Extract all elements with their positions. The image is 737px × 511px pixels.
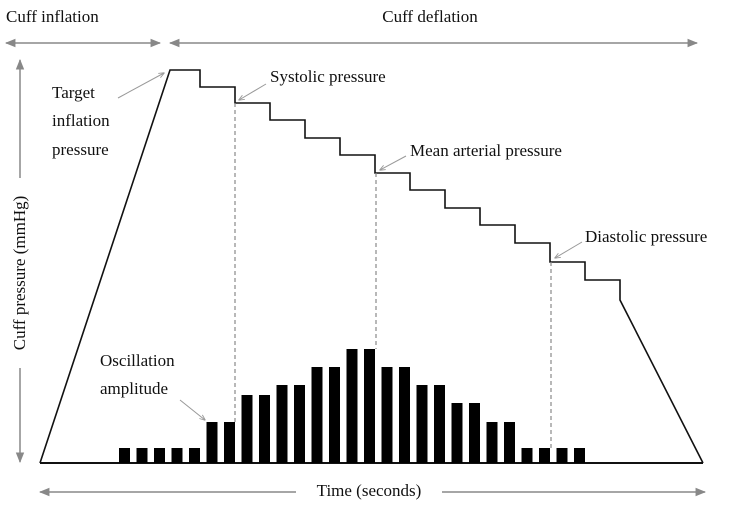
oscillation-bar — [189, 448, 200, 463]
oscillation-bar — [434, 385, 445, 463]
oscillation-label: amplitude — [100, 379, 168, 398]
oscillation-bar — [469, 403, 480, 463]
oscillation-bar — [451, 403, 463, 463]
oscillation-label: Oscillation — [100, 351, 175, 370]
oscillation-bar — [154, 448, 165, 463]
oscillation-bars — [119, 349, 585, 463]
oscillation-bar — [119, 448, 130, 463]
oscillation-bar — [504, 422, 515, 463]
oscillation-bar — [329, 367, 340, 463]
systolic-label: Systolic pressure — [270, 67, 386, 86]
oscillation-bar — [486, 422, 498, 463]
oscillation-bar — [171, 448, 183, 463]
oscillation-bar — [259, 395, 270, 463]
mean-label: Mean arterial pressure — [410, 141, 562, 160]
oscillation-bar — [399, 367, 410, 463]
target-label: Target — [52, 83, 95, 102]
y-label-bg — [10, 178, 32, 368]
pressure-curve — [39, 69, 704, 464]
oscillation-bar — [416, 385, 428, 463]
oscillation-bar — [206, 422, 218, 463]
diastolic-label: Diastolic pressure — [585, 227, 707, 246]
oscillation-bar — [381, 367, 393, 463]
oscillation-bar — [574, 448, 585, 463]
oscillation-bar — [539, 448, 550, 463]
oscillation-bar — [294, 385, 305, 463]
oscillation-bar — [364, 349, 375, 463]
oscillation-bar — [241, 395, 253, 463]
target-label: inflation — [52, 111, 110, 130]
y-axis-label: Cuff pressure (mmHg) — [10, 196, 29, 351]
oscillation-pointer — [179, 399, 205, 420]
systolic-pointer — [239, 83, 267, 100]
oscillation-bar — [276, 385, 288, 463]
oscillation-bar — [311, 367, 323, 463]
oscillation-bar — [346, 349, 358, 463]
oscillation-bar — [521, 448, 533, 463]
inflation-label: Cuff inflation — [6, 7, 99, 26]
mean-pointer — [380, 155, 407, 170]
deflation-label: Cuff deflation — [382, 7, 478, 26]
oscillation-bar — [136, 448, 148, 463]
target-label: pressure — [52, 140, 109, 159]
target-pointer — [117, 73, 164, 99]
diastolic-pointer — [555, 241, 583, 258]
x-axis-label: Time (seconds) — [317, 481, 422, 500]
oscillation-bar — [556, 448, 568, 463]
oscillation-bar — [224, 422, 235, 463]
x-label-bg — [296, 482, 442, 502]
